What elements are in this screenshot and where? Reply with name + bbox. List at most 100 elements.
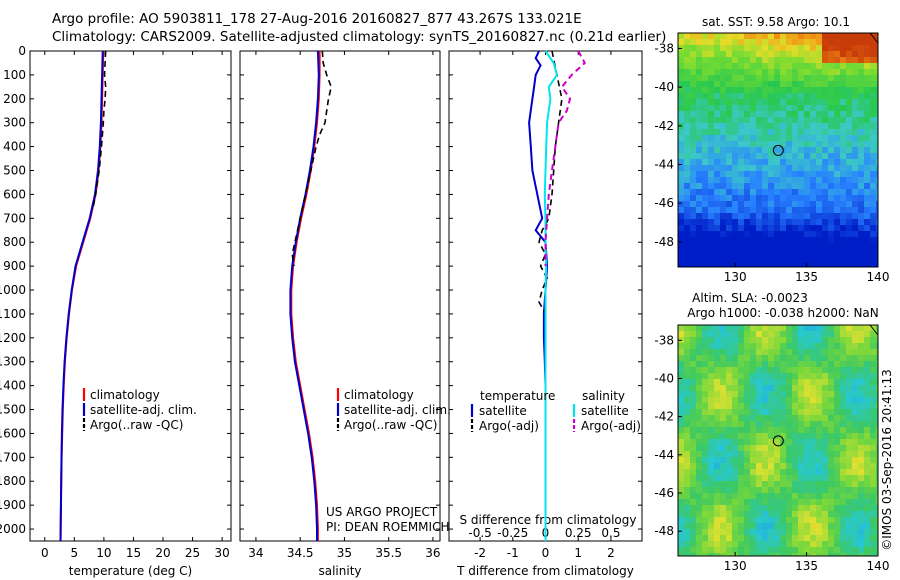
map-cell (756, 469, 763, 476)
map-cell (864, 207, 871, 214)
map-cell (738, 457, 745, 464)
map-cell (798, 45, 805, 52)
map-cell (684, 427, 691, 434)
map-cell (714, 69, 721, 76)
map-cell (822, 481, 829, 488)
map-cell (822, 123, 829, 130)
map-cell (816, 255, 823, 262)
map-cell (732, 517, 739, 524)
map-cell (876, 439, 878, 446)
map-cell (678, 379, 685, 386)
map-cell (702, 195, 709, 202)
x-tick-label: 0 (41, 546, 49, 560)
map-cell (798, 331, 805, 338)
map-cell (858, 505, 865, 512)
map-cell (804, 493, 811, 500)
map-cell (870, 487, 877, 494)
map-cell (834, 457, 841, 464)
map-cell (798, 427, 805, 434)
map-cell (810, 147, 817, 154)
map-cell (822, 523, 829, 530)
map-cell (702, 123, 709, 130)
map-cell (768, 475, 775, 482)
map-cell (714, 397, 721, 404)
map-cell (690, 403, 697, 410)
map-cell (864, 511, 871, 518)
map-cell (714, 39, 721, 46)
legend-label: climatology (90, 388, 160, 402)
diff-series-line (543, 50, 558, 541)
map-cell (726, 499, 733, 506)
depth-tick-label: 1200 (0, 331, 26, 345)
map-cell (720, 409, 727, 416)
map-cell (852, 201, 859, 208)
map-cell (810, 547, 817, 554)
map-cell (768, 457, 775, 464)
map-cell (774, 481, 781, 488)
map-cell (762, 337, 769, 344)
map-cell (762, 51, 769, 58)
map-cell (810, 517, 817, 524)
map-cell (720, 511, 727, 518)
x-tick-label: 20 (155, 546, 170, 560)
map-cell (732, 367, 739, 374)
map-cell (714, 57, 721, 64)
map-cell (696, 421, 703, 428)
map-cell (816, 261, 823, 267)
map-cell (786, 445, 793, 452)
map-cell (798, 219, 805, 226)
map-cell (732, 231, 739, 238)
map-cell (714, 409, 721, 416)
map-cell (756, 45, 763, 52)
map-cell (720, 391, 727, 398)
map-cell (786, 469, 793, 476)
map-cell (870, 33, 877, 40)
map-cell (840, 165, 847, 172)
map-cell (702, 141, 709, 148)
legend-title-salinity: salinity (582, 389, 625, 403)
map-cell (732, 117, 739, 124)
map-cell (726, 469, 733, 476)
map-cell (792, 171, 799, 178)
map-cell (780, 255, 787, 262)
map-cell (768, 373, 775, 380)
map-cell (786, 487, 793, 494)
map-cell (726, 523, 733, 530)
map-cell (762, 45, 769, 52)
map-cell (816, 81, 823, 88)
map-cell (792, 129, 799, 136)
map-cell (822, 225, 829, 232)
map-cell (744, 159, 751, 166)
map-cell (792, 231, 799, 238)
map-cell (696, 177, 703, 184)
map-cell (720, 195, 727, 202)
map-cell (726, 45, 733, 52)
map-cell (702, 201, 709, 208)
map-cell (816, 385, 823, 392)
map-cell (810, 45, 817, 52)
map-cell (720, 99, 727, 106)
map-cell (732, 249, 739, 256)
map-cell (792, 523, 799, 530)
map-cell (684, 391, 691, 398)
map-cell (876, 75, 878, 82)
map-cell (876, 409, 878, 416)
map-cell (870, 385, 877, 392)
map-cell (756, 391, 763, 398)
map-cell (774, 159, 781, 166)
map-cell (780, 75, 787, 82)
map-cell (720, 463, 727, 470)
map-cell (816, 33, 823, 40)
map-cell (768, 391, 775, 398)
map-cell (876, 373, 878, 380)
map-cell (846, 361, 853, 368)
map-cell (750, 225, 757, 232)
map-cell (786, 123, 793, 130)
map-cell (798, 409, 805, 416)
map-cell (708, 141, 715, 148)
map-cell (858, 75, 865, 82)
map-cell (690, 349, 697, 356)
map-cell (708, 475, 715, 482)
map-cell (726, 243, 733, 250)
map-cell (858, 45, 865, 52)
